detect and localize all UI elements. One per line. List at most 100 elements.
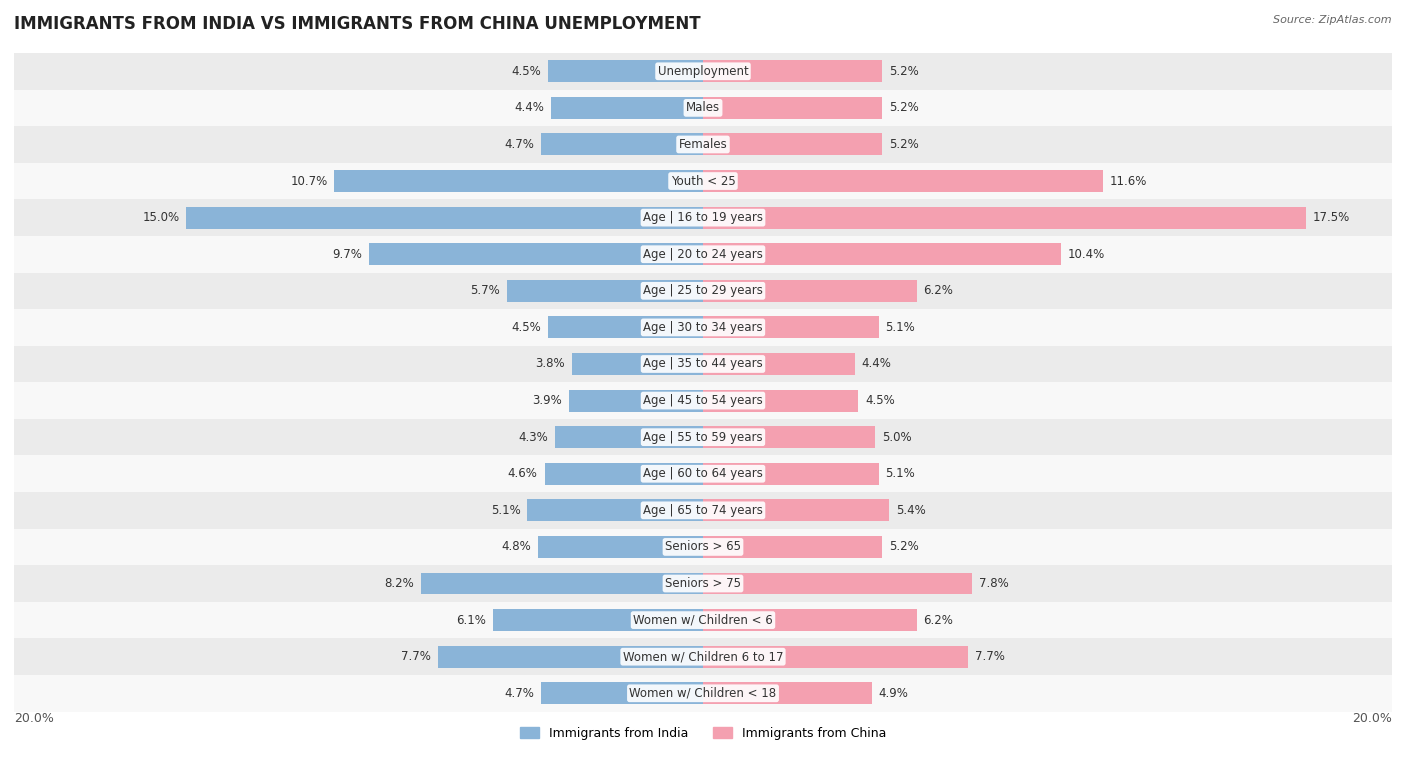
Bar bbox=[703, 536, 882, 558]
Text: Males: Males bbox=[686, 101, 720, 114]
Text: 4.9%: 4.9% bbox=[879, 687, 908, 699]
Text: Age | 25 to 29 years: Age | 25 to 29 years bbox=[643, 285, 763, 298]
Text: 3.8%: 3.8% bbox=[536, 357, 565, 370]
Text: 8.2%: 8.2% bbox=[384, 577, 413, 590]
Text: 15.0%: 15.0% bbox=[142, 211, 180, 224]
Text: 20.0%: 20.0% bbox=[1353, 712, 1392, 724]
Text: 4.4%: 4.4% bbox=[515, 101, 544, 114]
Bar bbox=[14, 126, 1392, 163]
Text: 5.4%: 5.4% bbox=[896, 504, 925, 517]
Bar bbox=[703, 682, 872, 704]
Bar bbox=[14, 456, 1392, 492]
Bar bbox=[703, 500, 889, 522]
Text: 11.6%: 11.6% bbox=[1109, 175, 1147, 188]
Bar bbox=[14, 382, 1392, 419]
Bar bbox=[14, 638, 1392, 675]
Bar bbox=[544, 463, 703, 484]
Bar bbox=[368, 243, 703, 265]
Text: Women w/ Children < 18: Women w/ Children < 18 bbox=[630, 687, 776, 699]
Text: 10.4%: 10.4% bbox=[1069, 248, 1105, 260]
Bar bbox=[420, 572, 703, 594]
Text: Age | 20 to 24 years: Age | 20 to 24 years bbox=[643, 248, 763, 260]
Bar bbox=[14, 492, 1392, 528]
Bar bbox=[537, 536, 703, 558]
Bar bbox=[335, 170, 703, 192]
Text: 5.2%: 5.2% bbox=[889, 138, 918, 151]
Bar bbox=[703, 646, 969, 668]
Bar bbox=[703, 170, 1102, 192]
Bar bbox=[14, 236, 1392, 273]
Text: Age | 45 to 54 years: Age | 45 to 54 years bbox=[643, 394, 763, 407]
Text: 4.8%: 4.8% bbox=[501, 540, 531, 553]
Text: 5.2%: 5.2% bbox=[889, 65, 918, 78]
Text: Age | 16 to 19 years: Age | 16 to 19 years bbox=[643, 211, 763, 224]
Text: 4.6%: 4.6% bbox=[508, 467, 537, 480]
Text: 4.5%: 4.5% bbox=[865, 394, 894, 407]
Bar bbox=[14, 602, 1392, 638]
Text: 4.3%: 4.3% bbox=[519, 431, 548, 444]
Text: Seniors > 65: Seniors > 65 bbox=[665, 540, 741, 553]
Text: Women w/ Children < 6: Women w/ Children < 6 bbox=[633, 614, 773, 627]
Text: Age | 30 to 34 years: Age | 30 to 34 years bbox=[643, 321, 763, 334]
Bar bbox=[506, 280, 703, 302]
Bar bbox=[14, 419, 1392, 456]
Bar bbox=[548, 316, 703, 338]
Bar bbox=[186, 207, 703, 229]
Text: 9.7%: 9.7% bbox=[332, 248, 361, 260]
Bar bbox=[703, 280, 917, 302]
Bar bbox=[703, 609, 917, 631]
Bar bbox=[541, 682, 703, 704]
Bar bbox=[548, 61, 703, 83]
Bar bbox=[14, 89, 1392, 126]
Text: 5.1%: 5.1% bbox=[886, 467, 915, 480]
Text: 4.7%: 4.7% bbox=[505, 687, 534, 699]
Bar bbox=[551, 97, 703, 119]
Legend: Immigrants from India, Immigrants from China: Immigrants from India, Immigrants from C… bbox=[515, 722, 891, 745]
Text: Age | 60 to 64 years: Age | 60 to 64 years bbox=[643, 467, 763, 480]
Text: 6.1%: 6.1% bbox=[456, 614, 486, 627]
Text: 5.1%: 5.1% bbox=[491, 504, 520, 517]
Bar bbox=[568, 390, 703, 412]
Bar bbox=[437, 646, 703, 668]
Text: 4.7%: 4.7% bbox=[505, 138, 534, 151]
Text: 3.9%: 3.9% bbox=[531, 394, 562, 407]
Text: IMMIGRANTS FROM INDIA VS IMMIGRANTS FROM CHINA UNEMPLOYMENT: IMMIGRANTS FROM INDIA VS IMMIGRANTS FROM… bbox=[14, 15, 700, 33]
Bar bbox=[703, 243, 1062, 265]
Bar bbox=[703, 316, 879, 338]
Bar bbox=[703, 572, 972, 594]
Text: Age | 55 to 59 years: Age | 55 to 59 years bbox=[643, 431, 763, 444]
Text: 5.7%: 5.7% bbox=[470, 285, 499, 298]
Bar bbox=[555, 426, 703, 448]
Bar bbox=[703, 133, 882, 155]
Bar bbox=[494, 609, 703, 631]
Bar bbox=[14, 565, 1392, 602]
Text: Source: ZipAtlas.com: Source: ZipAtlas.com bbox=[1274, 15, 1392, 25]
Text: 4.5%: 4.5% bbox=[512, 65, 541, 78]
Text: Age | 65 to 74 years: Age | 65 to 74 years bbox=[643, 504, 763, 517]
Bar bbox=[14, 53, 1392, 89]
Bar bbox=[527, 500, 703, 522]
Bar bbox=[541, 133, 703, 155]
Text: Age | 35 to 44 years: Age | 35 to 44 years bbox=[643, 357, 763, 370]
Text: 7.7%: 7.7% bbox=[401, 650, 430, 663]
Bar bbox=[703, 207, 1306, 229]
Text: 5.2%: 5.2% bbox=[889, 101, 918, 114]
Bar bbox=[14, 309, 1392, 346]
Bar bbox=[703, 390, 858, 412]
Bar bbox=[14, 199, 1392, 236]
Bar bbox=[703, 61, 882, 83]
Text: 10.7%: 10.7% bbox=[290, 175, 328, 188]
Text: 17.5%: 17.5% bbox=[1313, 211, 1350, 224]
Text: 6.2%: 6.2% bbox=[924, 614, 953, 627]
Text: 7.8%: 7.8% bbox=[979, 577, 1008, 590]
Text: 20.0%: 20.0% bbox=[14, 712, 53, 724]
Bar bbox=[703, 97, 882, 119]
Text: Seniors > 75: Seniors > 75 bbox=[665, 577, 741, 590]
Text: Women w/ Children 6 to 17: Women w/ Children 6 to 17 bbox=[623, 650, 783, 663]
Bar bbox=[703, 426, 875, 448]
Text: 5.1%: 5.1% bbox=[886, 321, 915, 334]
Text: 4.4%: 4.4% bbox=[862, 357, 891, 370]
Bar bbox=[703, 463, 879, 484]
Text: Unemployment: Unemployment bbox=[658, 65, 748, 78]
Bar bbox=[572, 353, 703, 375]
